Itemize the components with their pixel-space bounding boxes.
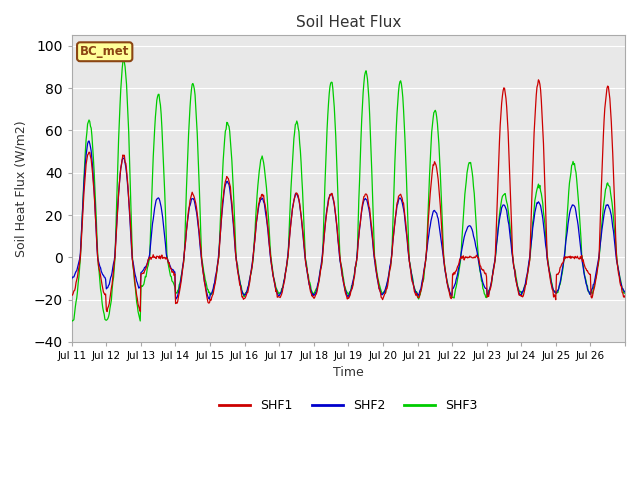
Legend: SHF1, SHF2, SHF3: SHF1, SHF2, SHF3	[214, 394, 483, 417]
Title: Soil Heat Flux: Soil Heat Flux	[296, 15, 401, 30]
Y-axis label: Soil Heat Flux (W/m2): Soil Heat Flux (W/m2)	[15, 120, 28, 257]
Text: BC_met: BC_met	[80, 45, 129, 58]
X-axis label: Time: Time	[333, 367, 364, 380]
